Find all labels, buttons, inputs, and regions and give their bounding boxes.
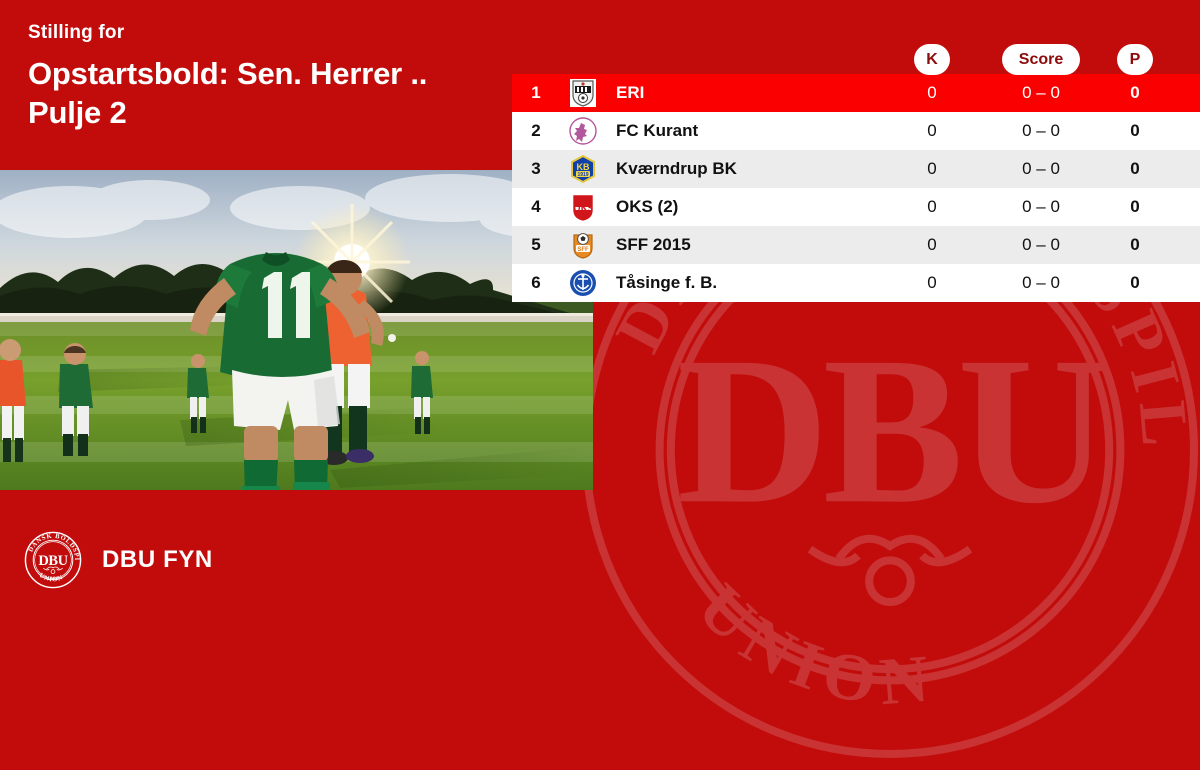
table-row[interactable]: 3 KB 1919 Kværndrup BK 0 0 – 0 0 bbox=[512, 150, 1200, 188]
row-points: 0 bbox=[1130, 83, 1140, 102]
row-k: 0 bbox=[927, 159, 937, 178]
soccer-photo bbox=[0, 170, 593, 490]
standings-table: 1 ERI 0 0 – 0 0 2 bbox=[512, 74, 1200, 302]
sff-2015-crest-icon: SFF bbox=[560, 231, 606, 259]
row-team-name: Kværndrup BK bbox=[616, 159, 737, 178]
svg-text:1889: 1889 bbox=[47, 577, 59, 582]
dbu-seal-logo: DANSK BOLDSPIL UNION DBU 1889 bbox=[24, 531, 82, 589]
column-header-p: P bbox=[1117, 44, 1153, 75]
row-points: 0 bbox=[1130, 121, 1140, 140]
row-rank: 3 bbox=[531, 159, 541, 178]
row-rank: 2 bbox=[531, 121, 541, 140]
table-row[interactable]: 1 ERI 0 0 – 0 0 bbox=[512, 74, 1200, 112]
svg-text:DBU: DBU bbox=[38, 553, 68, 569]
footer-bar: DANSK BOLDSPIL UNION DBU 1889 DBU FYN bbox=[0, 490, 1200, 630]
header-eyebrow: Stilling for bbox=[28, 22, 125, 43]
column-header-score: Score bbox=[1002, 44, 1080, 75]
svg-text:KB: KB bbox=[577, 162, 590, 172]
row-team-name: OKS (2) bbox=[616, 197, 679, 216]
svg-text:SFF: SFF bbox=[577, 247, 589, 253]
row-team-name: FC Kurant bbox=[616, 121, 699, 140]
kvaerndrup-bk-crest-icon: KB 1919 bbox=[560, 155, 606, 183]
svg-text:1919: 1919 bbox=[577, 172, 588, 178]
row-rank: 4 bbox=[531, 197, 541, 216]
row-rank: 1 bbox=[531, 83, 541, 102]
table-row[interactable]: 6 Tåsinge f. B. 0 0 – 0 0 bbox=[512, 264, 1200, 302]
row-points: 0 bbox=[1130, 235, 1140, 254]
row-k: 0 bbox=[927, 273, 937, 292]
row-rank: 6 bbox=[531, 273, 541, 292]
row-score: 0 – 0 bbox=[1022, 273, 1060, 292]
oks-crest-icon: OKS bbox=[560, 193, 606, 221]
table-row[interactable]: 4 OKS OKS (2) 0 0 – 0 0 bbox=[512, 188, 1200, 226]
row-team-name: ERI bbox=[616, 83, 645, 102]
row-k: 0 bbox=[927, 197, 937, 216]
table-column-headers: K Score P bbox=[512, 44, 1200, 76]
column-header-k: K bbox=[914, 44, 950, 75]
row-team-name: SFF 2015 bbox=[616, 235, 691, 254]
table-row[interactable]: 2 FC Kurant 0 0 – 0 0 bbox=[512, 112, 1200, 150]
page-title: Opstartsbold: Sen. Herrer .. Pulje 2 bbox=[28, 55, 428, 130]
taasinge-fb-crest-icon bbox=[560, 269, 606, 297]
row-k: 0 bbox=[927, 235, 937, 254]
row-score: 0 – 0 bbox=[1022, 83, 1060, 102]
row-rank: 5 bbox=[531, 235, 541, 254]
row-score: 0 – 0 bbox=[1022, 235, 1060, 254]
fc-kurant-crest-icon bbox=[560, 117, 606, 145]
row-points: 0 bbox=[1130, 273, 1140, 292]
row-points: 0 bbox=[1130, 159, 1140, 178]
footer-label: DBU FYN bbox=[102, 546, 213, 573]
row-points: 0 bbox=[1130, 197, 1140, 216]
header-panel: Stilling for Opstartsbold: Sen. Herrer .… bbox=[0, 0, 512, 170]
svg-text:UNION: UNION bbox=[38, 572, 65, 584]
row-k: 0 bbox=[927, 121, 937, 140]
table-row[interactable]: 5 SFF SFF 2015 0 0 – 0 0 bbox=[512, 226, 1200, 264]
row-score: 0 – 0 bbox=[1022, 159, 1060, 178]
row-k: 0 bbox=[927, 83, 937, 102]
row-score: 0 – 0 bbox=[1022, 197, 1060, 216]
eri-crest-icon bbox=[560, 79, 606, 107]
svg-text:OKS: OKS bbox=[573, 203, 592, 213]
row-team-name: Tåsinge f. B. bbox=[616, 273, 718, 292]
row-score: 0 – 0 bbox=[1022, 121, 1060, 140]
